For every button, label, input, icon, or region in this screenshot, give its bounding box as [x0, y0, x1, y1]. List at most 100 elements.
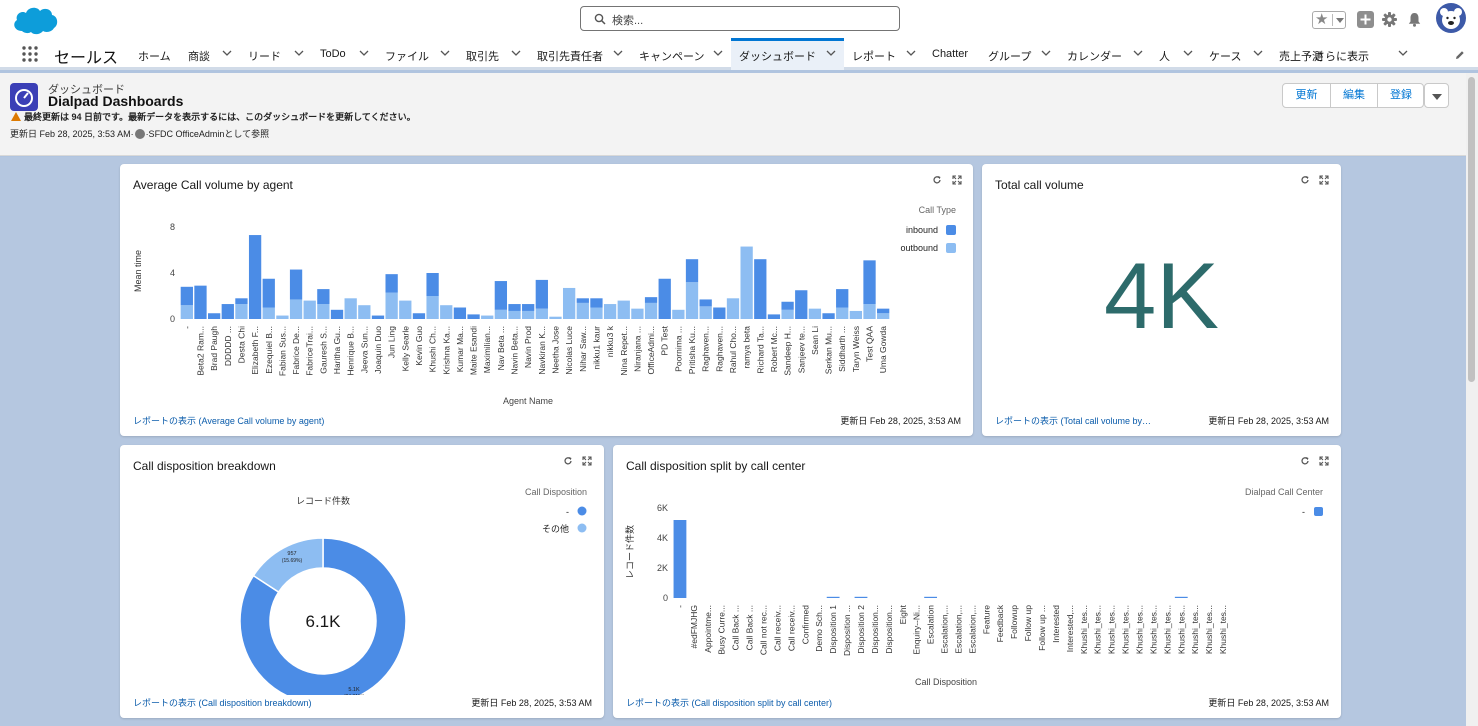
- edit-nav-pencil-icon[interactable]: [1455, 50, 1465, 60]
- nav-tab-16[interactable]: さらに表示: [1306, 38, 1416, 70]
- expand-icon[interactable]: [1319, 456, 1329, 466]
- view-report-link[interactable]: レポートの表示 (Total call volume by…: [995, 416, 1152, 426]
- nav-tab-12[interactable]: カレンダー: [1059, 38, 1151, 70]
- x-tick-label: Ezequiel B...: [264, 326, 274, 374]
- x-tick-label: Taryn Weiss: [851, 326, 861, 372]
- warning-text: 最終更新は 94 日前です。最新データを表示するには、このダッシュボードを更新し…: [24, 112, 416, 122]
- widget-avg-call-volume: Average Call volume by agent 0 4 8 Mean tim…: [120, 164, 973, 436]
- widget-title: Total call volume: [995, 178, 1084, 192]
- legend-label: -: [1302, 507, 1305, 517]
- expand-icon[interactable]: [952, 175, 962, 185]
- refresh-icon[interactable]: [932, 175, 942, 185]
- dashboard-header: ダッシュボード Dialpad Dashboards 最終更新は 94 日前です…: [0, 73, 1478, 156]
- x-tick-label: Interested: [1051, 605, 1061, 643]
- x-tick-label: Follow up ...: [1037, 605, 1047, 651]
- chevron-down-icon[interactable]: [359, 49, 369, 57]
- nav-tab-11[interactable]: グループ: [980, 38, 1059, 70]
- nav-tab-label: 取引先責任者: [537, 51, 603, 63]
- x-tick-label: Sean Li: [810, 326, 820, 355]
- nav-tab-15[interactable]: 売上予測: [1271, 38, 1323, 70]
- bar-outbound: [685, 282, 699, 319]
- refresh-icon[interactable]: [563, 456, 573, 466]
- x-tick-label: Escalation: [926, 605, 936, 644]
- bar-inbound: [590, 298, 603, 308]
- chevron-down-icon[interactable]: [1133, 49, 1143, 57]
- chevron-down-icon[interactable]: [713, 49, 723, 57]
- x-tick-label: Feature: [981, 605, 991, 635]
- nav-tab-14[interactable]: ケース: [1201, 38, 1271, 70]
- global-search[interactable]: 検索...: [580, 6, 900, 31]
- expand-icon[interactable]: [1319, 175, 1329, 185]
- widget-title: Call disposition breakdown: [133, 459, 276, 473]
- x-tick-label: Joaquin Duo: [373, 326, 383, 374]
- bar-outbound: [522, 310, 535, 319]
- info-icon[interactable]: [134, 129, 145, 139]
- nav-tab-10[interactable]: Chatter: [924, 38, 980, 70]
- nav-tab-4[interactable]: ファイル: [377, 38, 458, 70]
- nav-tab-8[interactable]: ダッシュボード: [731, 38, 844, 70]
- bar-outbound: [303, 300, 316, 319]
- x-tick-label: Enquiry--Ni...: [912, 605, 922, 655]
- view-report-link[interactable]: レポートの表示 (Call disposition split by call …: [626, 698, 833, 708]
- chevron-down-icon[interactable]: [826, 49, 836, 57]
- bar-outbound: [358, 305, 371, 319]
- user-avatar[interactable]: [1436, 3, 1466, 33]
- chevron-down-icon[interactable]: [906, 49, 916, 57]
- x-tick-label: Kevin Guo: [414, 326, 424, 366]
- favorites-dropdown-icon[interactable]: [1336, 18, 1344, 23]
- notifications-bell-icon[interactable]: [1406, 11, 1423, 28]
- scrollbar-thumb[interactable]: [1468, 77, 1475, 382]
- view-report-link[interactable]: レポートの表示 (Average Call volume by agent): [133, 416, 325, 426]
- x-tick-label: Kelly Searle: [400, 326, 410, 372]
- chevron-down-icon[interactable]: [1253, 49, 1263, 57]
- nav-tab-7[interactable]: キャンペーン: [631, 38, 731, 70]
- bar-inbound: [877, 308, 890, 314]
- nav-tab-13[interactable]: 人: [1151, 38, 1201, 70]
- app-navigation-bar: セールス ホーム 商談 リード ToDo ファイル 取引先 取引先責任者 キャンペーン ダッシュ…: [0, 38, 1478, 70]
- nav-tab-label: ToDo: [320, 48, 346, 60]
- total-call-volume-metric: 4K: [1104, 243, 1219, 348]
- bar-outbound: [562, 287, 576, 319]
- refresh-icon[interactable]: [1300, 456, 1310, 466]
- donut-big-percent-label: (84.31%): [344, 694, 365, 695]
- nav-tab-3[interactable]: ToDo: [312, 38, 377, 70]
- bar-outbound: [672, 309, 685, 319]
- bar-outbound: [235, 304, 248, 319]
- salesforce-logo[interactable]: [10, 4, 60, 38]
- app-launcher-icon[interactable]: [22, 46, 38, 62]
- refresh-button[interactable]: 更新: [1283, 84, 1331, 107]
- chevron-down-icon[interactable]: [294, 49, 304, 57]
- chevron-down-icon[interactable]: [613, 49, 623, 57]
- x-tick-label: Elizabeth F...: [250, 326, 260, 375]
- chevron-down-icon[interactable]: [440, 49, 450, 57]
- x-tick-label: Desta Chi: [236, 326, 246, 363]
- bar-inbound: [644, 297, 658, 303]
- global-actions-plus-icon[interactable]: [1357, 11, 1374, 28]
- nav-tab-5[interactable]: 取引先: [458, 38, 529, 70]
- nav-tab-1[interactable]: 商談: [180, 38, 240, 70]
- page-scrollbar[interactable]: [1466, 73, 1478, 726]
- chevron-down-icon[interactable]: [222, 49, 232, 57]
- view-report-link[interactable]: レポートの表示 (Call disposition breakdown): [133, 698, 312, 708]
- more-actions-button[interactable]: [1424, 83, 1449, 108]
- donut-small-percent-label: (15.69%): [282, 558, 303, 564]
- edit-button[interactable]: 編集: [1331, 84, 1378, 107]
- setup-gear-icon[interactable]: [1381, 11, 1398, 28]
- refresh-icon[interactable]: [1300, 175, 1310, 185]
- nav-tab-2[interactable]: リード: [240, 38, 312, 70]
- chevron-down-icon[interactable]: [1183, 49, 1193, 57]
- x-tick-label: Pritisha Ku...: [687, 326, 697, 374]
- nav-tab-0[interactable]: ホーム: [130, 38, 180, 70]
- x-tick-label: Khushi_tes...: [1218, 605, 1228, 654]
- x-tick-label: Followup: [1009, 605, 1019, 639]
- bar-inbound: [194, 285, 207, 319]
- nav-tab-6[interactable]: 取引先責任者: [529, 38, 631, 70]
- chevron-down-icon[interactable]: [1398, 49, 1408, 57]
- favorites-button[interactable]: ★: [1312, 11, 1346, 29]
- expand-icon[interactable]: [582, 456, 592, 466]
- x-tick-label: Feedback: [995, 604, 1005, 642]
- chevron-down-icon[interactable]: [1041, 49, 1051, 57]
- nav-tab-9[interactable]: レポート: [844, 38, 924, 70]
- chevron-down-icon[interactable]: [511, 49, 521, 57]
- subscribe-button[interactable]: 登録: [1390, 89, 1412, 101]
